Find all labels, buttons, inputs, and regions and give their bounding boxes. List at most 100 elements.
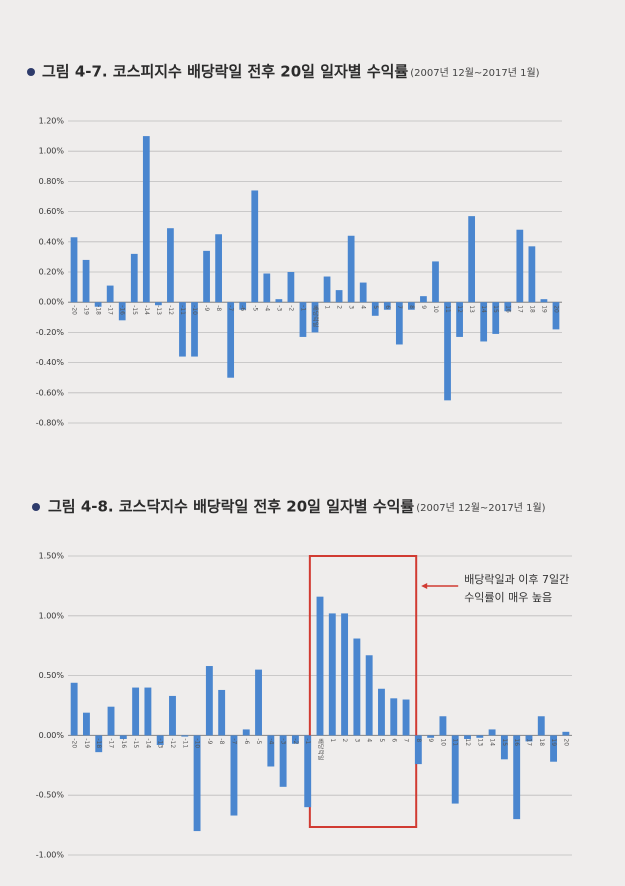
x-tick-label: 19 <box>550 738 557 746</box>
x-tick-label: 13 <box>468 305 475 313</box>
y-tick-label: 1.00% <box>39 611 65 620</box>
y-tick-label: -1.00% <box>36 851 65 860</box>
bar <box>476 735 484 738</box>
bar <box>70 237 78 303</box>
bar <box>94 302 102 307</box>
bar <box>504 302 512 312</box>
bar <box>169 695 176 736</box>
x-tick-label: 18 <box>538 738 545 746</box>
bar <box>311 302 319 333</box>
bar <box>500 735 508 760</box>
bar <box>215 234 222 303</box>
x-tick-label: -5 <box>251 305 258 311</box>
y-tick-label: 0.60% <box>39 207 65 216</box>
x-tick-label: -18 <box>95 305 102 315</box>
x-tick-label: -5 <box>255 738 262 744</box>
bar <box>525 735 533 742</box>
bar <box>439 716 447 736</box>
x-tick-label: -9 <box>203 305 210 311</box>
bar <box>130 253 138 303</box>
y-tick-label: -0.60% <box>36 388 65 397</box>
bar <box>107 706 115 736</box>
bar <box>402 699 410 736</box>
y-tick-label: -0.20% <box>36 328 65 337</box>
bar <box>242 729 250 736</box>
bar <box>82 712 90 736</box>
bar <box>552 302 560 330</box>
x-tick-label: 17 <box>516 305 523 313</box>
bar <box>432 261 439 303</box>
x-tick-label: 9 <box>420 305 427 309</box>
bar <box>70 682 78 736</box>
x-tick-label: 17 <box>525 738 532 746</box>
x-tick-label: 19 <box>540 305 547 313</box>
x-tick-label: -6 <box>243 738 250 744</box>
bar <box>378 688 385 736</box>
x-tick-label: 20 <box>562 738 569 746</box>
x-tick-label: 11 <box>444 305 451 313</box>
y-tick-label: 0.40% <box>39 237 65 246</box>
bar <box>203 250 210 303</box>
chart-subtitle: (2007년 12월~2017년 1월) <box>410 67 539 79</box>
x-tick-label: 4 <box>360 305 367 309</box>
x-tick-label: 4 <box>366 738 373 742</box>
bar <box>156 735 164 745</box>
bar <box>154 302 162 306</box>
annotation: 배당락일과 이후 7일간 <box>464 572 569 586</box>
bar <box>263 273 271 303</box>
bar <box>323 276 331 303</box>
bar <box>395 302 403 345</box>
bar <box>193 735 201 832</box>
x-tick-label: 6 <box>384 305 391 309</box>
x-tick-label: -20 <box>71 305 78 315</box>
bar <box>181 735 189 737</box>
x-tick-label: 2 <box>341 738 348 742</box>
x-tick-label: 13 <box>476 738 483 746</box>
bar <box>420 296 427 303</box>
bar <box>353 638 361 736</box>
x-tick-label: 8 <box>408 305 415 309</box>
bar <box>255 669 262 736</box>
x-tick-label: 15 <box>492 305 499 313</box>
bar <box>291 735 299 744</box>
x-tick-label: -12 <box>167 305 174 315</box>
x-tick-label: -3 <box>280 738 287 744</box>
bar <box>451 735 459 804</box>
x-tick-label: -18 <box>95 738 102 748</box>
bar <box>464 735 471 739</box>
x-tick-label: 14 <box>480 305 487 313</box>
x-tick-label: -9 <box>206 738 213 744</box>
x-tick-label: 5 <box>378 738 385 742</box>
x-tick-label: -1 <box>299 305 306 311</box>
bar <box>371 302 379 316</box>
x-tick-label: 15 <box>501 738 508 746</box>
bar <box>144 687 152 736</box>
x-tick-label: -2 <box>292 738 299 744</box>
bar <box>414 735 422 765</box>
bar <box>513 735 521 820</box>
bar <box>191 302 198 357</box>
bar <box>550 735 558 762</box>
bar <box>365 655 373 736</box>
x-tick-label: 1 <box>324 305 331 309</box>
x-tick-label: -15 <box>132 738 139 748</box>
x-tick-label: 14 <box>489 738 496 746</box>
x-tick-label: -8 <box>215 305 222 311</box>
bar <box>540 299 548 303</box>
x-tick-label: 6 <box>390 738 397 742</box>
bar <box>267 735 275 767</box>
x-tick-label: -3 <box>275 305 282 311</box>
bar <box>537 716 545 736</box>
x-tick-label: 3 <box>353 738 360 742</box>
x-tick-label: -19 <box>83 738 90 748</box>
bar <box>488 729 496 736</box>
x-tick-label: 10 <box>439 738 446 746</box>
x-tick-label: -20 <box>71 738 78 748</box>
x-tick-label: 7 <box>396 305 403 309</box>
x-tick-label: -14 <box>144 738 151 748</box>
y-tick-label: 0.20% <box>39 268 65 277</box>
bar <box>316 596 324 736</box>
x-tick-label: 배당락일 <box>312 305 320 327</box>
bar <box>335 290 343 303</box>
y-tick-label: 0.50% <box>39 671 65 680</box>
